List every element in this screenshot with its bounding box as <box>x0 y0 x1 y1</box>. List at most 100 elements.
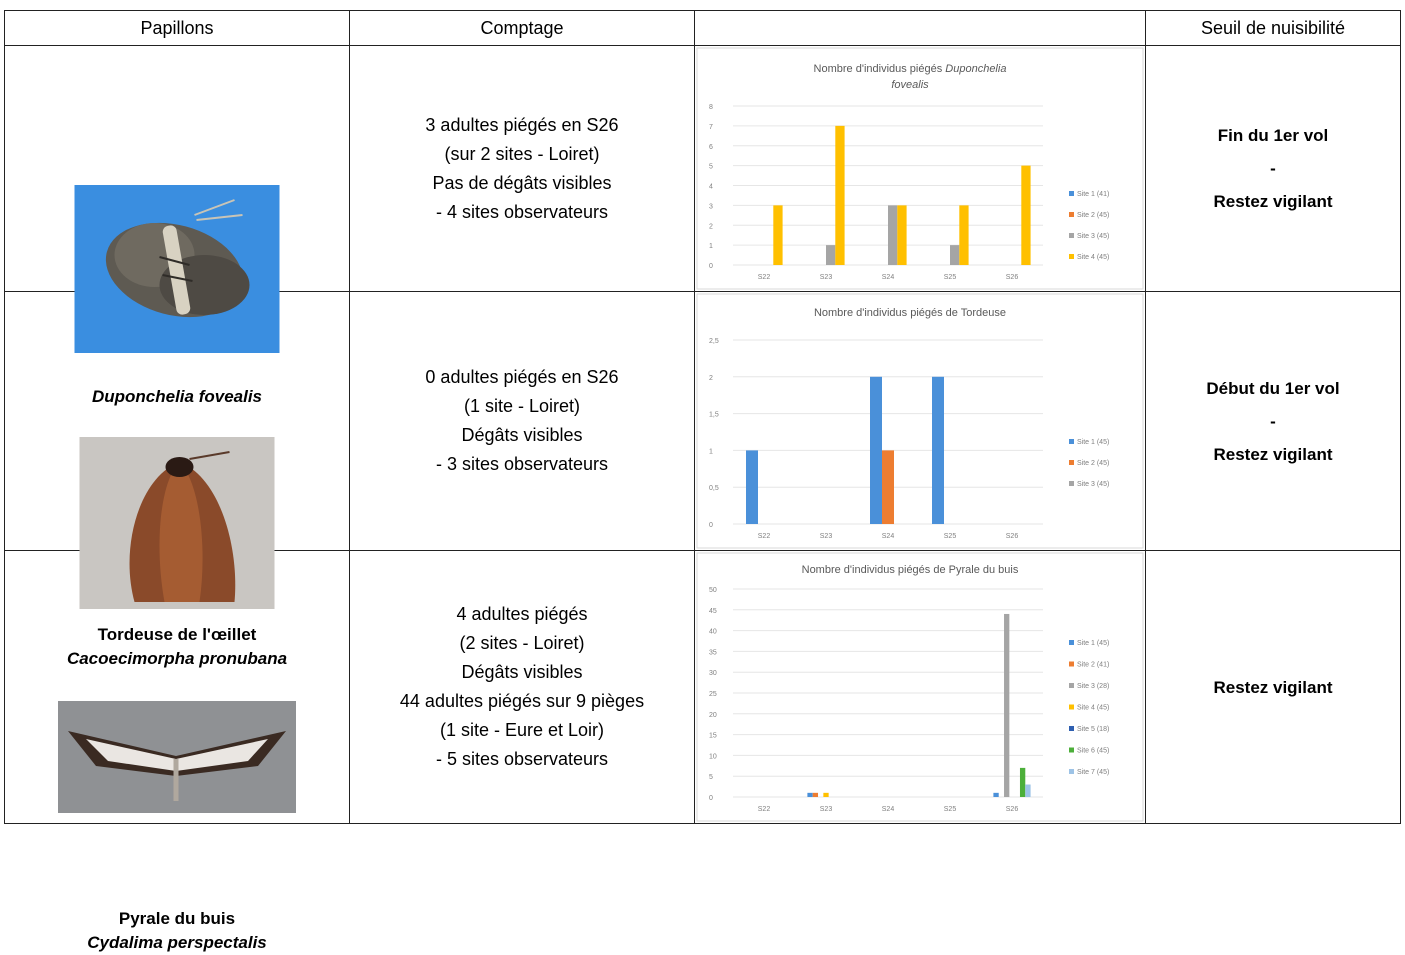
chart-bar <box>835 125 845 265</box>
y-tick-label: 2 <box>709 375 713 382</box>
x-tick-label: S26 <box>1006 806 1019 813</box>
seuil-line: Restez vigilant <box>1213 192 1333 211</box>
count-line: 0 adultes piégés en S26 <box>425 367 619 387</box>
papillon-cell: Pyrale du buis Cydalima perspectalis <box>4 550 350 952</box>
chart-bar <box>897 205 907 265</box>
count-line: (sur 2 sites - Loiret) <box>444 143 600 164</box>
legend-swatch <box>1069 481 1074 486</box>
legend-swatch <box>1069 747 1074 753</box>
legend-swatch <box>1069 640 1074 645</box>
chart-tordeuse: Nombre d'individus piégés de Tordeuse 0 0,… <box>696 293 1144 549</box>
chart-title-line2: fovealis <box>891 79 929 91</box>
papillon-cell: Duponchelia fovealis <box>4 45 350 406</box>
legend-label: Site 4 (45) <box>1077 705 1109 712</box>
header-papillons: Papillons <box>4 10 350 46</box>
legend-label: Site 3 (45) <box>1077 233 1109 240</box>
count-line: (1 site - Eure et Loir) <box>439 720 605 740</box>
row-pyrale: Pyrale du buis Cydalima perspectalis 4 a… <box>4 550 1401 952</box>
count-line: - 3 sites observateurs <box>435 454 609 474</box>
y-tick-label: 1 <box>709 243 713 250</box>
y-tick-label: 0,5 <box>709 485 719 492</box>
chart-duponchelia: Nombre d'individus piégés Duponchelia fov… <box>696 47 1144 290</box>
chart-bar <box>1025 784 1031 797</box>
chart-bar <box>773 205 783 265</box>
x-tick-label: S25 <box>944 533 957 540</box>
y-tick-label: 30 <box>709 670 717 677</box>
legend-swatch <box>1069 726 1074 731</box>
x-tick-label: S24 <box>882 806 895 813</box>
y-tick-label: 50 <box>709 587 717 594</box>
common-name: Tordeuse de l'œillet <box>97 625 257 644</box>
latin-name: Cacoecimorpha pronubana <box>66 649 288 668</box>
seuil-line: Restez vigilant <box>1213 677 1333 697</box>
legend-label: Site 3 (45) <box>1077 481 1109 488</box>
chart-bar <box>950 245 960 265</box>
legend-swatch <box>1069 704 1074 710</box>
y-tick-label: 6 <box>709 144 713 151</box>
legend-swatch <box>1069 769 1074 774</box>
y-tick-label: 35 <box>709 649 717 656</box>
x-tick-label: S23 <box>820 274 833 281</box>
legend-swatch <box>1069 439 1074 444</box>
y-tick-label: 0 <box>709 263 713 270</box>
y-tick-label: 7 <box>709 124 713 131</box>
seuil-line: Fin du 1er vol <box>1217 126 1329 145</box>
duponchelia-photo <box>74 184 280 353</box>
header-comptage: Comptage <box>349 10 695 46</box>
legend-label: Site 2 (41) <box>1077 662 1109 669</box>
count-line: Pas de dégâts visibles <box>432 172 612 193</box>
y-tick-label: 1,5 <box>709 412 719 419</box>
count-line: (1 site - Loiret) <box>463 396 581 416</box>
latin-name: Duponchelia fovealis <box>91 386 263 406</box>
legend-label: Site 5 (18) <box>1077 726 1109 733</box>
y-tick-label: 1 <box>709 448 713 455</box>
chart-bar <box>826 245 836 265</box>
seuil-line: Début du 1er vol <box>1206 378 1340 398</box>
legend-swatch <box>1069 683 1074 688</box>
x-tick-label: S25 <box>944 274 957 281</box>
header-row: Papillons Comptage Seuil de nuisibilité <box>4 10 1401 46</box>
chart-bar <box>959 205 969 265</box>
x-tick-label: S22 <box>758 533 771 540</box>
y-tick-label: 5 <box>709 774 713 781</box>
legend-label: Site 4 (45) <box>1077 254 1109 261</box>
count-line: Dégâts visibles <box>461 425 583 445</box>
y-tick-label: 2,5 <box>709 338 719 345</box>
pyrale-photo <box>58 701 296 813</box>
legend-label: Site 7 (45) <box>1077 769 1109 776</box>
y-tick-label: 20 <box>709 712 717 719</box>
count-line: 4 adultes piégés <box>456 604 588 624</box>
x-tick-label: S24 <box>882 274 895 281</box>
legend-swatch <box>1069 191 1074 196</box>
count-cell: 3 adultes piégés en S26 (sur 2 sites - L… <box>349 45 695 292</box>
legend-swatch <box>1069 460 1074 465</box>
chart-bar <box>1004 613 1010 797</box>
count-cell: 4 adultes piégés (2 sites - Loiret) Dégâ… <box>349 550 695 824</box>
y-tick-label: 0 <box>709 795 713 802</box>
x-tick-label: S26 <box>1006 274 1019 281</box>
x-tick-label: S24 <box>882 533 895 540</box>
chart-cell: Nombre d'individus piégés de Tordeuse 0 0,… <box>694 291 1146 551</box>
count-line: - 5 sites observateurs <box>435 749 609 769</box>
y-tick-label: 40 <box>709 629 717 636</box>
chart-bar <box>932 376 944 524</box>
legend-label: Site 1 (45) <box>1077 439 1109 446</box>
y-tick-label: 3 <box>709 203 713 210</box>
x-tick-label: S22 <box>758 274 771 281</box>
x-tick-label: S25 <box>944 806 957 813</box>
row-tordeuse: Tordeuse de l'œillet Cacoecimorpha pronu… <box>4 291 1401 668</box>
y-tick-label: 0 <box>709 522 713 529</box>
chart-bar <box>823 792 829 797</box>
y-tick-label: 15 <box>709 733 717 740</box>
latin-name: Cydalima perspectalis <box>87 933 267 952</box>
chart-bar <box>870 376 882 524</box>
legend-swatch <box>1069 661 1074 667</box>
chart-bar <box>807 792 813 797</box>
y-tick-label: 4 <box>709 184 713 191</box>
row-duponchelia: Duponchelia fovealis 3 adultes piégés en… <box>4 45 1401 406</box>
tordeuse-photo <box>79 437 275 609</box>
chart-cell: Nombre d'individus piégés Duponchelia fov… <box>694 45 1146 292</box>
y-tick-label: 2 <box>709 223 713 230</box>
x-tick-label: S26 <box>1006 533 1019 540</box>
y-tick-label: 45 <box>709 608 717 615</box>
